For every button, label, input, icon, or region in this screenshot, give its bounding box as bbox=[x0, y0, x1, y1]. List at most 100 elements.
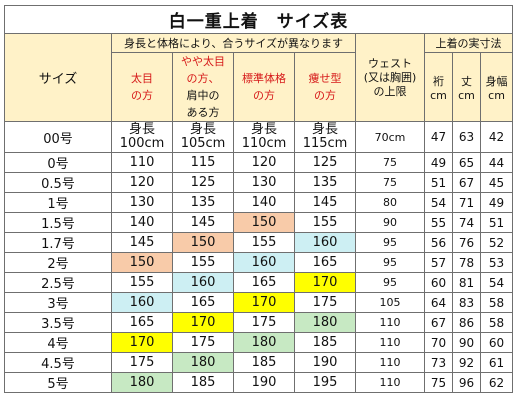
garment-length-cell: 96 bbox=[452, 372, 481, 393]
sleeve-length-cell: 47 bbox=[424, 121, 453, 153]
height-cell: 185 bbox=[294, 332, 356, 353]
waist-cell: 75 bbox=[355, 172, 425, 193]
body-width-cell: 60 bbox=[479, 332, 514, 353]
waist-cell: 110 bbox=[355, 372, 425, 393]
height-cell: 125 bbox=[294, 152, 356, 173]
body-width-cell: 45 bbox=[479, 172, 514, 193]
height-cell: 165 bbox=[172, 292, 234, 313]
height-cell: 175 bbox=[172, 332, 234, 353]
body-width-cell: 42 bbox=[479, 121, 514, 153]
size-cell: 1.7号 bbox=[4, 232, 112, 253]
height-cell: 身長 100cm bbox=[111, 121, 173, 153]
garment-length-cell: 74 bbox=[452, 212, 481, 233]
body-type-standard-header: 標準体格 の方 bbox=[233, 52, 295, 122]
height-cell: 170 bbox=[172, 312, 234, 333]
garment-length-cell: 71 bbox=[452, 192, 481, 213]
height-prefix: 身長 bbox=[128, 122, 155, 137]
size-cell: 0号 bbox=[4, 152, 112, 173]
height-cell: 135 bbox=[294, 172, 356, 193]
body-width-cell: 54 bbox=[479, 272, 514, 293]
body-width-cell: 62 bbox=[479, 372, 514, 393]
height-value: 105cm bbox=[180, 136, 226, 151]
garment-length-header: 丈 cm bbox=[452, 52, 481, 122]
size-cell: 2.5号 bbox=[4, 272, 112, 293]
height-cell: 170 bbox=[233, 292, 295, 313]
height-cell: 150 bbox=[111, 252, 173, 273]
size-cell: 4.5号 bbox=[4, 352, 112, 373]
table-row: 0号 110 115 120 125 75 49 65 44 bbox=[4, 152, 514, 173]
size-cell: 1号 bbox=[4, 192, 112, 213]
table-row: 2.5号 155 160 165 170 95 60 81 54 bbox=[4, 272, 514, 293]
body-width-cell: 44 bbox=[479, 152, 514, 173]
height-cell: 165 bbox=[233, 272, 295, 293]
height-cell: 190 bbox=[294, 352, 356, 373]
sleeve-length-cell: 64 bbox=[424, 292, 453, 313]
size-cell: 3.5号 bbox=[4, 312, 112, 333]
height-cell: 140 bbox=[233, 192, 295, 213]
height-cell: 110 bbox=[111, 152, 173, 173]
garment-length-cell: 67 bbox=[452, 172, 481, 193]
height-cell: 185 bbox=[233, 352, 295, 373]
table-title: 白一重上着 サイズ表 bbox=[3, 5, 514, 34]
sleeve-length-cell: 60 bbox=[424, 272, 453, 293]
height-cell: 120 bbox=[233, 152, 295, 173]
waist-cell: 110 bbox=[355, 312, 425, 333]
body-width-cell: 53 bbox=[479, 252, 514, 273]
body-width-cell: 58 bbox=[479, 312, 514, 333]
height-cell: 155 bbox=[111, 272, 173, 293]
body-width-cell: 52 bbox=[479, 232, 514, 253]
sleeve-length-cell: 67 bbox=[424, 312, 453, 333]
height-cell: 身長 110cm bbox=[233, 121, 295, 153]
height-cell: 170 bbox=[294, 272, 356, 293]
height-cell: 135 bbox=[172, 192, 234, 213]
height-value: 100cm bbox=[119, 136, 165, 151]
height-cell: 身長 115cm bbox=[294, 121, 356, 153]
sleeve-length-cell: 51 bbox=[424, 172, 453, 193]
body-width-cell: 49 bbox=[479, 192, 514, 213]
garment-length-cell: 90 bbox=[452, 332, 481, 353]
sleeve-length-cell: 56 bbox=[424, 232, 453, 253]
table-row: 4.5号 175 180 185 190 110 73 92 61 bbox=[4, 352, 514, 373]
height-cell: 190 bbox=[233, 372, 295, 393]
height-cell: 140 bbox=[111, 212, 173, 233]
height-prefix: 身長 bbox=[189, 122, 216, 137]
height-cell: 180 bbox=[294, 312, 356, 333]
size-cell: 2号 bbox=[4, 252, 112, 273]
garment-length-cell: 92 bbox=[452, 352, 481, 373]
waist-header: ウェスト (又は胸囲) の上限 bbox=[355, 33, 425, 122]
garment-length-cell: 81 bbox=[452, 272, 481, 293]
height-value: 110cm bbox=[241, 136, 287, 151]
garment-length-cell: 65 bbox=[452, 152, 481, 173]
waist-cell: 110 bbox=[355, 352, 425, 373]
height-group-header: 身長と体格により、合うサイズが異なります bbox=[111, 33, 356, 53]
table-row: 3.5号 165 170 175 180 110 67 86 58 bbox=[4, 312, 514, 333]
size-cell: 00号 bbox=[4, 121, 112, 153]
sleeve-length-cell: 75 bbox=[424, 372, 453, 393]
table-row: 5号 180 185 190 195 110 75 96 62 bbox=[4, 372, 514, 393]
garment-length-cell: 63 bbox=[452, 121, 481, 153]
height-cell: 175 bbox=[233, 312, 295, 333]
waist-cell: 95 bbox=[355, 232, 425, 253]
height-cell: 170 bbox=[111, 332, 173, 353]
sleeve-length-cell: 55 bbox=[424, 212, 453, 233]
height-cell: 175 bbox=[111, 352, 173, 373]
height-cell: 160 bbox=[172, 272, 234, 293]
height-cell: 180 bbox=[111, 372, 173, 393]
body-type-slightly-heavy-header: やや太目 の方、 肩中の ある方 bbox=[172, 52, 234, 122]
body-width-cell: 58 bbox=[479, 292, 514, 313]
height-cell: 160 bbox=[111, 292, 173, 313]
size-header: サイズ bbox=[4, 33, 112, 122]
waist-cell: 90 bbox=[355, 212, 425, 233]
height-cell: 身長 105cm bbox=[172, 121, 234, 153]
sleeve-length-cell: 70 bbox=[424, 332, 453, 353]
body-width-header: 身幅 cm bbox=[479, 52, 514, 122]
table-row: 1.5号 140 145 150 155 90 55 74 51 bbox=[4, 212, 514, 233]
waist-cell: 75 bbox=[355, 152, 425, 173]
sleeve-length-cell: 57 bbox=[424, 252, 453, 273]
body-type-slim-header: 痩せ型 の方 bbox=[294, 52, 356, 122]
waist-cell: 110 bbox=[355, 332, 425, 353]
table-row: 1号 130 135 140 145 80 54 71 49 bbox=[4, 192, 514, 213]
sleeve-length-header: 裄 cm bbox=[424, 52, 453, 122]
height-prefix: 身長 bbox=[311, 122, 338, 137]
table-row: 00号 身長 100cm 身長 105cm 身長 110cm 身長 115cm 70cm 47 63 4… bbox=[4, 121, 514, 153]
